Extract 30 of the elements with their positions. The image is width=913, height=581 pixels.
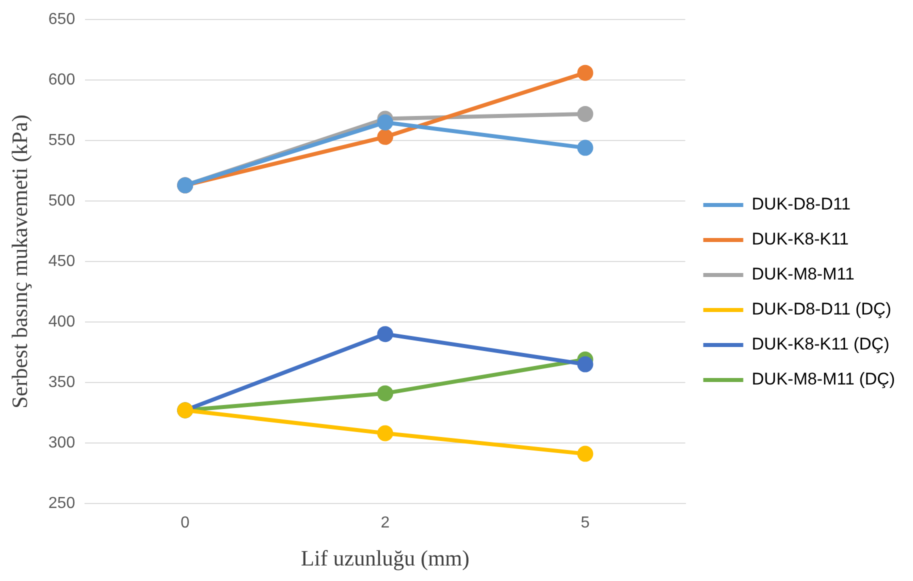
y-tick-label: 500 xyxy=(48,192,76,210)
legend-label: DUK-K8-K11 xyxy=(752,230,849,249)
y-axis-title: Serbest basınç mukavemeti (kPa) xyxy=(6,114,32,408)
x-tick-label: 5 xyxy=(580,514,590,532)
legend-label: DUK-D8-D11 (DÇ) xyxy=(752,300,892,319)
y-tick-label: 600 xyxy=(48,71,76,88)
point xyxy=(377,326,394,342)
y-tick-label: 350 xyxy=(48,374,76,391)
y-tick-label: 300 xyxy=(48,434,76,452)
point xyxy=(377,425,394,442)
point xyxy=(577,356,594,372)
x-tick-label: 2 xyxy=(380,514,390,532)
legend-label: DUK-D8-D11 xyxy=(752,194,851,214)
y-tick-label: 450 xyxy=(48,252,76,270)
point xyxy=(377,114,394,130)
legend-label: DUK-M8-M11 xyxy=(752,264,854,284)
x-axis-title: Lif uzunluğu (mm) xyxy=(300,546,470,571)
y-tick-label: 550 xyxy=(48,132,76,149)
point xyxy=(577,446,594,462)
x-tick-label: 0 xyxy=(180,514,190,532)
point xyxy=(377,385,394,402)
legend-label: DUK-K8-K11 (DÇ) xyxy=(752,334,890,354)
y-tick-label: 650 xyxy=(48,11,76,28)
y-tick-label: 400 xyxy=(48,313,76,330)
point xyxy=(577,140,594,156)
y-tick-label: 250 xyxy=(48,494,76,512)
point xyxy=(377,128,394,145)
point xyxy=(577,106,594,122)
point xyxy=(577,64,594,81)
legend-label: DUK-M8-M11 (DÇ) xyxy=(752,370,896,389)
